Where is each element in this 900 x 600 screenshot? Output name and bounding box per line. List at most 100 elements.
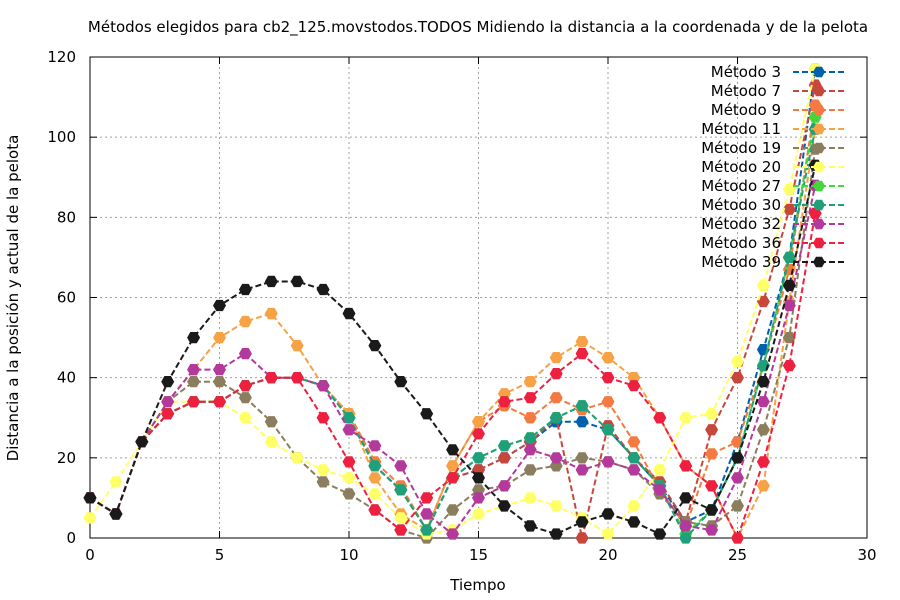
data-point [290, 372, 304, 384]
y-axis: 0 20 40 60 80 100 120 [47, 48, 867, 547]
data-point [420, 492, 434, 504]
data-point [342, 307, 356, 320]
data-point [238, 315, 252, 328]
y-tick-label: 40 [57, 369, 76, 387]
data-point [549, 500, 563, 512]
data-point [264, 416, 278, 428]
legend-label: Método 7 [711, 82, 781, 100]
data-point [601, 352, 615, 364]
data-point [523, 376, 537, 388]
data-point [187, 364, 201, 376]
y-tick-label: 0 [66, 529, 76, 547]
series-layer [83, 63, 822, 544]
series-path [89, 164, 817, 536]
data-point [705, 408, 719, 420]
data-point [342, 424, 356, 436]
data-point [290, 452, 304, 464]
legend-swatch-marker [813, 237, 825, 249]
data-point [705, 504, 719, 516]
data-point [264, 307, 278, 320]
data-point [601, 372, 615, 384]
data-point [627, 452, 641, 464]
data-point [679, 532, 693, 544]
data-point [213, 376, 226, 388]
data-point [316, 476, 330, 488]
data-point [575, 336, 589, 348]
data-point [368, 488, 382, 500]
legend-swatch-marker [813, 66, 825, 78]
data-point [601, 508, 615, 520]
data-point [420, 524, 434, 536]
data-point [782, 183, 796, 195]
data-point [213, 299, 226, 312]
x-tick-label: 30 [857, 546, 876, 564]
data-point [394, 484, 408, 496]
data-point [238, 283, 252, 296]
data-point [782, 251, 796, 263]
data-point [679, 520, 693, 532]
data-point [109, 476, 123, 488]
legend-label: Método 11 [701, 120, 781, 138]
data-point [368, 460, 382, 472]
data-point [756, 295, 770, 308]
data-point [731, 532, 744, 544]
data-point [731, 452, 744, 464]
data-point [213, 364, 226, 376]
data-point [187, 376, 201, 388]
legend-label: Método 20 [701, 158, 781, 176]
data-point [679, 412, 693, 424]
data-point [575, 416, 589, 428]
data-point [679, 460, 693, 472]
y-tick-label: 100 [47, 128, 76, 146]
data-point [601, 396, 615, 408]
x-tick-label: 20 [598, 546, 617, 564]
data-point [446, 504, 460, 516]
data-point [109, 508, 123, 520]
data-point [238, 392, 252, 404]
legend-label: Método 27 [701, 177, 781, 195]
data-point [549, 352, 563, 364]
legend-label: Método 9 [711, 101, 781, 119]
data-point [575, 532, 589, 544]
data-point [238, 412, 252, 424]
data-point [342, 412, 356, 424]
data-point [394, 460, 408, 472]
data-point [342, 472, 356, 484]
legend-label: Método 19 [701, 139, 781, 157]
data-point [731, 372, 744, 384]
x-axis: 0 5 10 15 20 25 30 [85, 57, 877, 564]
x-tick-label: 5 [215, 546, 225, 564]
data-point [756, 480, 770, 492]
data-point [290, 275, 304, 288]
data-point [161, 408, 175, 420]
data-point [213, 396, 226, 408]
data-point [653, 412, 667, 424]
data-point [238, 380, 252, 392]
data-point [161, 376, 175, 388]
x-tick-label: 25 [728, 546, 747, 564]
data-point [316, 283, 330, 296]
y-tick-label: 60 [57, 289, 76, 307]
data-point [705, 480, 719, 492]
data-point [446, 472, 460, 484]
data-point [135, 436, 149, 448]
y-tick-label: 80 [57, 208, 76, 226]
legend-label: Método 39 [701, 253, 781, 271]
data-point [472, 452, 485, 464]
data-point [549, 452, 563, 464]
data-point [627, 436, 641, 448]
data-point [731, 356, 744, 368]
data-point [523, 432, 537, 444]
legend-swatch-marker [813, 199, 825, 211]
data-point [472, 508, 485, 520]
data-point [782, 299, 796, 312]
data-point [497, 440, 511, 452]
data-point [731, 500, 744, 512]
data-point [782, 279, 796, 292]
data-point [523, 492, 537, 504]
x-tick-label: 0 [85, 546, 95, 564]
data-point [368, 340, 382, 352]
legend-swatch-marker [813, 142, 825, 154]
data-point [446, 444, 460, 456]
